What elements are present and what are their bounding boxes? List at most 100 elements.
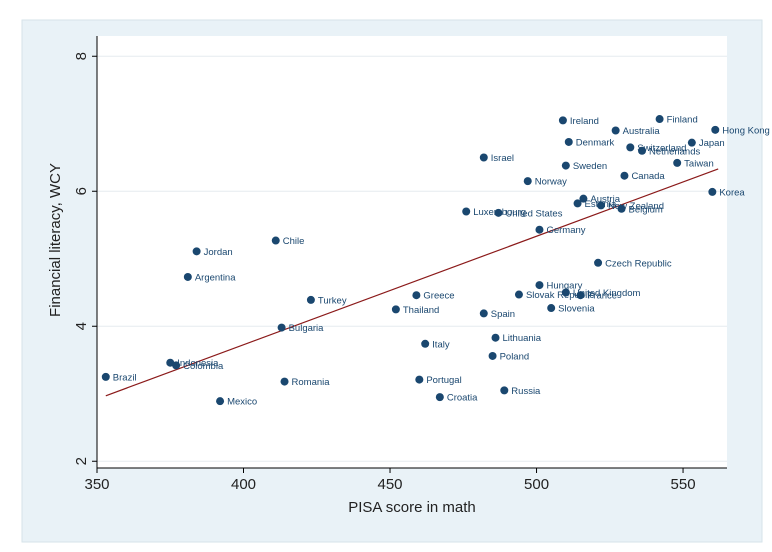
data-point-label: Luxembourg (473, 207, 526, 218)
data-point (277, 323, 286, 332)
data-point-label: United Kingdom (573, 288, 641, 299)
data-point (711, 125, 720, 134)
data-point-label: United States (505, 208, 562, 219)
data-point (535, 281, 544, 290)
data-point (561, 288, 570, 297)
data-point (597, 201, 605, 210)
data-point (306, 295, 315, 304)
data-point-label: Denmark (576, 137, 615, 148)
data-point (192, 247, 201, 256)
data-point (638, 146, 647, 155)
x-axis-title: PISA score in math (348, 499, 476, 516)
data-point-label: Bulgaria (289, 323, 325, 334)
data-point-label: Slovenia (558, 304, 595, 315)
axes: 350 400 450 500 550 2 4 6 8 (73, 36, 727, 493)
data-point-label: Hong Kong (722, 125, 770, 136)
data-point-label: Croatia (447, 393, 478, 404)
data-point (535, 225, 544, 234)
y-tick-label: 8 (73, 52, 90, 60)
data-point-label: Argentina (195, 272, 236, 283)
data-point (415, 375, 424, 384)
y-axis-title: Financial literacy, WCY (47, 163, 64, 317)
data-point-label: Romania (292, 377, 331, 388)
data-point (421, 339, 430, 348)
x-tick-label: 450 (378, 476, 403, 493)
x-tick-label: 350 (84, 476, 109, 493)
x-tick-label: 400 (231, 476, 256, 493)
data-point (561, 161, 570, 170)
data-point (500, 386, 509, 395)
data-point (558, 116, 567, 125)
data-point-label: Indonesia (177, 358, 219, 369)
data-point-label: Norway (535, 177, 567, 188)
data-point-label: Spain (491, 309, 515, 320)
data-point (626, 143, 635, 152)
data-point (101, 372, 110, 381)
data-point-label: Mexico (227, 397, 257, 408)
data-point (479, 153, 488, 162)
data-point-label: Ireland (570, 116, 599, 127)
y-tick-label: 4 (73, 322, 90, 330)
data-point-label: Austria (590, 194, 620, 205)
data-point (488, 351, 497, 360)
data-point-label: Lithuania (503, 333, 542, 344)
data-point (611, 126, 620, 135)
data-point (391, 305, 400, 314)
fit-line-group (105, 168, 719, 397)
data-point (514, 290, 523, 299)
data-point-label: Switzerland (637, 143, 686, 154)
data-point-label: Jordan (204, 247, 233, 258)
fitted-values-line (105, 168, 719, 397)
data-point-label: Estonia (585, 199, 617, 210)
y-tick-label: 6 (73, 187, 90, 195)
data-point-label: Netherlands (649, 146, 700, 157)
data-point-label: Czech Republic (605, 258, 672, 269)
data-point (280, 377, 289, 386)
data-point (579, 194, 588, 203)
data-point (573, 199, 582, 208)
data-point-label: Turkey (318, 295, 347, 306)
data-point-label: Greece (423, 291, 454, 302)
data-points (101, 115, 720, 406)
data-point-label: Hungary (546, 281, 582, 292)
data-point-label: Chile (283, 236, 305, 247)
data-point (412, 291, 421, 300)
data-point-label: Japan (699, 138, 725, 149)
data-point (216, 397, 225, 406)
data-point (673, 158, 682, 167)
grid-lines (97, 55, 727, 462)
data-point-label: Russia (511, 386, 541, 397)
data-point-label: Korea (719, 187, 745, 198)
data-point (594, 258, 603, 267)
data-point (564, 137, 573, 146)
data-point-label: Colombia (183, 361, 224, 372)
plot-area (97, 36, 727, 468)
data-point-label: Portugal (426, 375, 461, 386)
data-point (183, 272, 192, 281)
data-point-label: Brazil (113, 372, 137, 383)
data-point (435, 393, 444, 402)
x-tick-label: 550 (671, 476, 696, 493)
data-point-label: France (587, 291, 617, 302)
data-point-label: Poland (500, 351, 530, 362)
data-point-label: New Zealand (608, 201, 664, 212)
data-point (708, 187, 717, 196)
data-point (576, 291, 585, 300)
data-point (462, 207, 471, 216)
data-point-label: Thailand (403, 305, 439, 316)
data-point (655, 115, 664, 124)
data-point (617, 204, 626, 213)
data-point (172, 361, 181, 370)
data-point (620, 171, 629, 180)
data-point-label: Sweden (573, 161, 607, 172)
data-point (491, 333, 500, 342)
data-point-label: Finland (667, 115, 698, 126)
data-point-label: Germany (546, 225, 585, 236)
data-point (523, 177, 532, 186)
x-tick-label: 500 (524, 476, 549, 493)
data-point-label: Canada (631, 171, 665, 182)
data-point (687, 138, 696, 147)
